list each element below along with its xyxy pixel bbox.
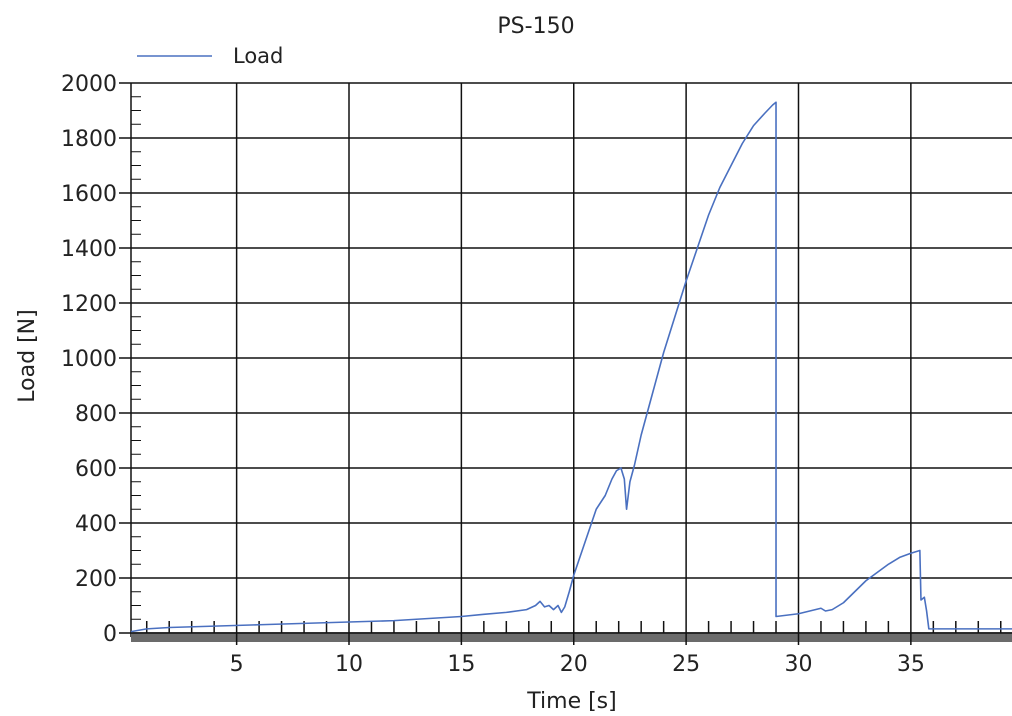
y-tick-label: 1600 xyxy=(61,182,117,207)
x-tick-label: 35 xyxy=(897,652,925,677)
y-tick-label: 800 xyxy=(75,402,117,427)
y-tick-label: 1400 xyxy=(61,237,117,262)
y-tick-label: 1800 xyxy=(61,127,117,152)
x-tick-label: 20 xyxy=(560,652,588,677)
y-axis-ticks: 0 200 400 600 800 1000 1200 1400 1600 1800 2000 xyxy=(61,72,141,647)
series-line-load xyxy=(130,101,1012,633)
x-tick-label: 15 xyxy=(447,652,475,677)
x-tick-label: 5 xyxy=(230,652,244,677)
y-tick-label: 2000 xyxy=(61,72,117,97)
legend-label-load: Load xyxy=(233,44,283,68)
y-tick-label: 0 xyxy=(103,622,117,647)
x-tick-label: 10 xyxy=(335,652,363,677)
series-layer xyxy=(130,101,1012,633)
x-axis-ticks: 5 10 15 20 25 30 35 xyxy=(145,621,1002,677)
y-axis-title: Load [N] xyxy=(15,309,40,402)
chart-title: PS-150 xyxy=(497,14,574,39)
y-tick-label: 1000 xyxy=(61,347,117,372)
y-tick-label: 600 xyxy=(75,457,117,482)
legend: Load xyxy=(137,44,283,68)
y-tick-label: 1200 xyxy=(61,292,117,317)
grid-lines xyxy=(130,82,1012,642)
x-tick-label: 25 xyxy=(672,652,700,677)
x-tick-label: 30 xyxy=(784,652,812,677)
y-tick-label: 400 xyxy=(75,512,117,537)
x-axis-band xyxy=(131,633,1012,642)
x-axis-title: Time [s] xyxy=(526,689,616,714)
y-tick-label: 200 xyxy=(75,567,117,592)
